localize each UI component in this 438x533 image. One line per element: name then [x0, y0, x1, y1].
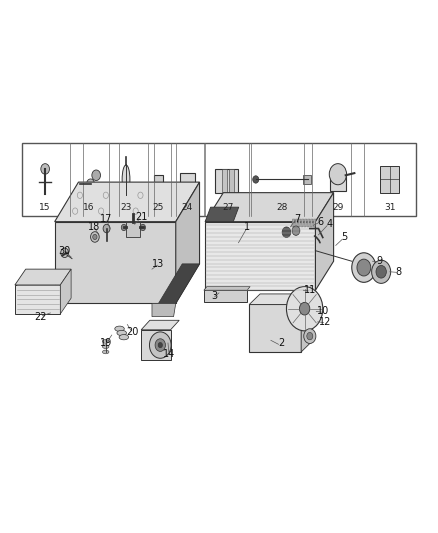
Polygon shape: [310, 219, 313, 227]
Circle shape: [87, 179, 95, 189]
Text: 3: 3: [212, 290, 218, 301]
Circle shape: [103, 224, 110, 233]
Text: 7: 7: [294, 214, 300, 224]
Circle shape: [376, 265, 386, 278]
Polygon shape: [205, 207, 239, 222]
Polygon shape: [295, 219, 298, 227]
Bar: [22, 142, 416, 216]
Circle shape: [286, 287, 323, 331]
Circle shape: [292, 226, 300, 236]
Circle shape: [93, 235, 97, 240]
Polygon shape: [315, 192, 334, 290]
Ellipse shape: [102, 345, 109, 349]
Text: 4: 4: [326, 219, 332, 229]
Circle shape: [253, 176, 259, 183]
Polygon shape: [298, 219, 301, 227]
Polygon shape: [249, 294, 312, 304]
Ellipse shape: [117, 330, 127, 336]
Ellipse shape: [102, 350, 109, 354]
Polygon shape: [301, 294, 312, 352]
Bar: [180, 173, 195, 189]
Text: 13: 13: [152, 259, 165, 269]
Circle shape: [357, 259, 371, 276]
Circle shape: [140, 224, 145, 231]
Circle shape: [91, 232, 99, 242]
Ellipse shape: [102, 340, 109, 343]
Text: 31: 31: [384, 203, 396, 212]
Polygon shape: [55, 182, 200, 222]
Text: 18: 18: [88, 222, 100, 232]
Text: 15: 15: [39, 203, 51, 212]
Bar: [330, 174, 346, 191]
Polygon shape: [204, 290, 247, 302]
Text: 30: 30: [58, 246, 71, 256]
Circle shape: [149, 332, 171, 358]
Text: 28: 28: [276, 203, 287, 212]
Polygon shape: [152, 303, 176, 317]
Polygon shape: [301, 219, 304, 227]
Polygon shape: [249, 304, 301, 352]
Polygon shape: [141, 320, 179, 330]
Text: 11: 11: [304, 285, 316, 295]
Polygon shape: [15, 269, 71, 285]
Circle shape: [372, 260, 391, 284]
Polygon shape: [176, 182, 200, 303]
Polygon shape: [205, 192, 334, 222]
Polygon shape: [55, 222, 176, 303]
Text: 22: 22: [35, 312, 47, 321]
Polygon shape: [15, 285, 60, 314]
Text: 27: 27: [222, 203, 233, 212]
Circle shape: [121, 224, 127, 231]
Text: 10: 10: [317, 306, 329, 316]
Bar: [154, 175, 163, 185]
Ellipse shape: [122, 165, 130, 194]
Text: 17: 17: [100, 214, 113, 224]
Circle shape: [307, 333, 313, 340]
Text: 25: 25: [153, 203, 164, 212]
Circle shape: [352, 253, 376, 282]
Circle shape: [61, 248, 68, 257]
Circle shape: [41, 164, 49, 174]
Bar: [215, 169, 238, 192]
Text: 20: 20: [126, 327, 139, 337]
Circle shape: [300, 302, 310, 315]
Bar: [229, 169, 234, 192]
Polygon shape: [313, 219, 316, 227]
Polygon shape: [127, 222, 140, 237]
Polygon shape: [159, 264, 200, 303]
Bar: [222, 169, 227, 192]
Circle shape: [282, 227, 291, 238]
Polygon shape: [292, 219, 295, 227]
Circle shape: [92, 170, 100, 181]
Polygon shape: [60, 269, 71, 314]
Bar: [304, 175, 311, 184]
Text: 2: 2: [279, 338, 285, 348]
Text: 21: 21: [135, 213, 147, 222]
Circle shape: [304, 329, 316, 343]
Circle shape: [329, 164, 346, 185]
Ellipse shape: [119, 335, 129, 340]
Text: 8: 8: [396, 267, 402, 277]
Polygon shape: [380, 166, 399, 192]
Text: 5: 5: [341, 232, 347, 243]
Text: 9: 9: [376, 256, 382, 266]
Text: 14: 14: [163, 349, 175, 359]
Text: 19: 19: [100, 338, 113, 348]
Circle shape: [155, 339, 166, 351]
Polygon shape: [304, 219, 307, 227]
Polygon shape: [204, 287, 250, 290]
Text: 1: 1: [244, 222, 250, 232]
Text: 6: 6: [318, 217, 324, 227]
Text: 29: 29: [332, 203, 343, 212]
Polygon shape: [141, 330, 170, 360]
Ellipse shape: [115, 326, 124, 332]
Circle shape: [158, 342, 162, 348]
Text: 23: 23: [120, 203, 132, 212]
Text: 12: 12: [319, 317, 331, 327]
Text: 16: 16: [83, 203, 94, 212]
Text: 24: 24: [182, 203, 193, 212]
Polygon shape: [205, 222, 315, 290]
Polygon shape: [307, 219, 310, 227]
